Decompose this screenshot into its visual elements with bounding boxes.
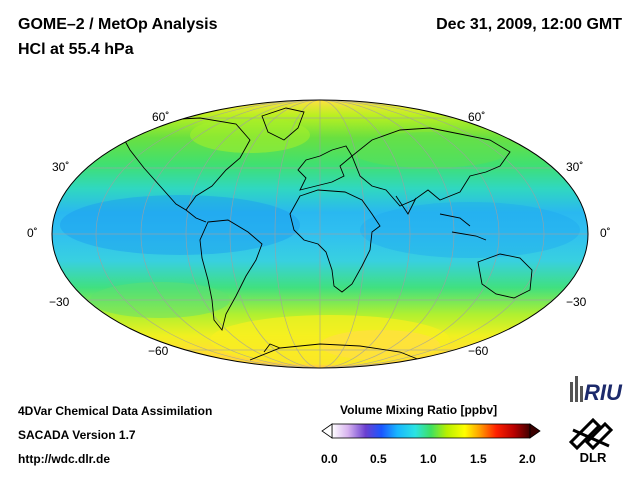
lat-label-left-0: 0˚ bbox=[27, 226, 38, 240]
lat-label-left-minus60: −60 bbox=[148, 344, 169, 358]
riu-logo: RIU bbox=[570, 376, 623, 405]
title-line-1: GOME–2 / MetOp Analysis bbox=[18, 16, 218, 33]
colorbar-tick-2: 1.0 bbox=[420, 452, 437, 466]
graticule bbox=[52, 100, 588, 368]
dlr-logo: DLR bbox=[568, 417, 614, 464]
riu-logo-text: RIU bbox=[584, 380, 623, 405]
lat-label-left-60: 60˚ bbox=[152, 110, 170, 124]
date-time: Dec 31, 2009, 12:00 GMT bbox=[436, 16, 622, 33]
colorbar-tick-3: 1.5 bbox=[470, 452, 487, 466]
title-line-2: HCl at 55.4 hPa bbox=[18, 41, 134, 58]
colorbar bbox=[321, 423, 541, 439]
lat-label-left-30: 30˚ bbox=[52, 160, 70, 174]
footer-assimilation: 4DVar Chemical Data Assimilation bbox=[18, 404, 213, 418]
dlr-emblem-icon bbox=[568, 417, 614, 451]
lat-label-right-minus60: −60 bbox=[468, 344, 489, 358]
hcl-field bbox=[52, 100, 588, 368]
globe-outline bbox=[51, 99, 589, 369]
lat-label-right-0: 0˚ bbox=[600, 226, 611, 240]
colorbar-high-arrow bbox=[529, 423, 541, 439]
coastlines bbox=[119, 107, 533, 361]
footer-version: SACADA Version 1.7 bbox=[18, 428, 136, 442]
colorbar-low-arrow bbox=[321, 423, 333, 439]
colorbar-tick-4: 2.0 bbox=[519, 452, 536, 466]
colorbar-gradient bbox=[331, 423, 531, 439]
colorbar-tick-1: 0.5 bbox=[370, 452, 387, 466]
lat-label-right-minus30: −30 bbox=[566, 295, 587, 309]
lat-label-left-minus30: −30 bbox=[49, 295, 70, 309]
lat-label-right-60: 60˚ bbox=[468, 110, 486, 124]
footer-url[interactable]: http://wdc.dlr.de bbox=[18, 452, 110, 466]
riu-tower-icon bbox=[570, 382, 573, 402]
colorbar-tick-0: 0.0 bbox=[321, 452, 338, 466]
colorbar-title: Volume Mixing Ratio [ppbv] bbox=[340, 403, 498, 417]
lat-label-right-30: 30˚ bbox=[566, 160, 584, 174]
dlr-logo-text: DLR bbox=[580, 450, 607, 464]
